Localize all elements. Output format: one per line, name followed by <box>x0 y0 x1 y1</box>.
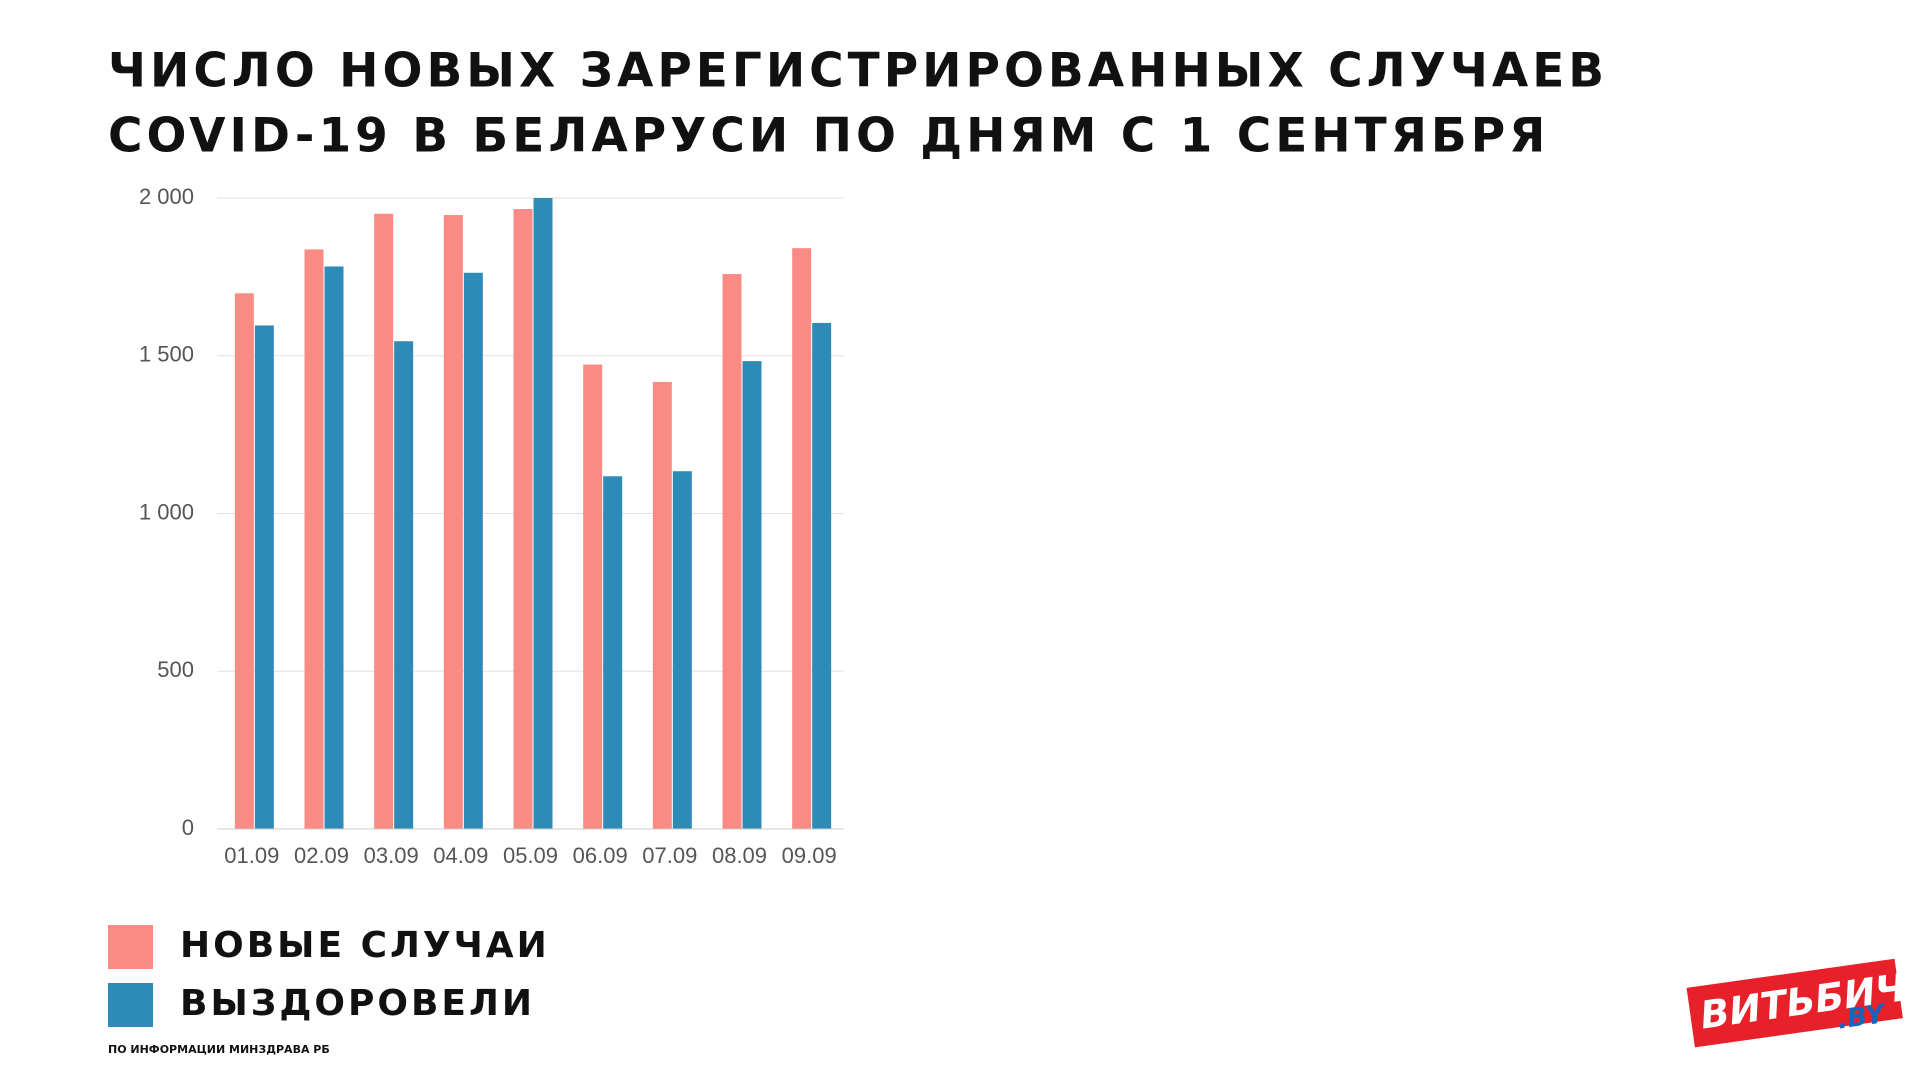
bar <box>394 341 414 829</box>
bar <box>443 215 463 830</box>
bar <box>463 272 483 829</box>
y-tick-label: 500 <box>157 657 194 682</box>
legend-label: НОВЫЕ СЛУЧАИ <box>180 925 550 966</box>
x-tick-label: 01.09 <box>224 843 279 868</box>
x-tick-label: 03.09 <box>364 843 419 868</box>
chart-title: ЧИСЛО НОВЫХ ЗАРЕГИСТРИРОВАННЫХ СЛУЧАЕВ <box>108 44 1608 99</box>
x-tick-label: 04.09 <box>433 843 488 868</box>
y-tick-label: 1 000 <box>139 499 194 524</box>
legend-label: ВЫЗДОРОВЕЛИ <box>180 983 535 1024</box>
source-note: ПО ИНФОРМАЦИИ МИНЗДРАВА РБ <box>108 1043 330 1056</box>
logo: ВИТЬБИЧИ .BY <box>1686 958 1920 1048</box>
bar <box>812 322 832 829</box>
legend-swatch <box>108 983 153 1027</box>
x-tick-label: 07.09 <box>642 843 697 868</box>
bar <box>722 274 742 829</box>
bar <box>652 381 672 829</box>
legend-swatch <box>108 925 153 969</box>
bar <box>304 249 324 829</box>
x-tick-label: 05.09 <box>503 843 558 868</box>
x-tick-label: 09.09 <box>782 843 837 868</box>
bar <box>672 471 692 829</box>
chart-title: COVID-19 В БЕЛАРУСИ ПО ДНЯМ С 1 СЕНТЯБРЯ <box>108 109 1549 164</box>
logo-background <box>1686 958 1903 1048</box>
bar <box>792 248 812 830</box>
y-tick-label: 2 000 <box>139 184 194 209</box>
bar <box>254 325 274 829</box>
x-tick-label: 06.09 <box>573 843 628 868</box>
x-tick-label: 08.09 <box>712 843 767 868</box>
bar <box>742 361 762 829</box>
bar <box>533 198 553 829</box>
bar <box>603 476 623 829</box>
y-tick-label: 1 500 <box>139 342 194 367</box>
y-tick-label: 0 <box>182 815 194 840</box>
x-tick-label: 02.09 <box>294 843 349 868</box>
bar <box>324 266 344 829</box>
bar <box>583 364 603 829</box>
bar <box>513 209 533 830</box>
bar <box>374 213 394 829</box>
logo-domain: .BY <box>1836 999 1890 1036</box>
bar <box>234 293 254 829</box>
